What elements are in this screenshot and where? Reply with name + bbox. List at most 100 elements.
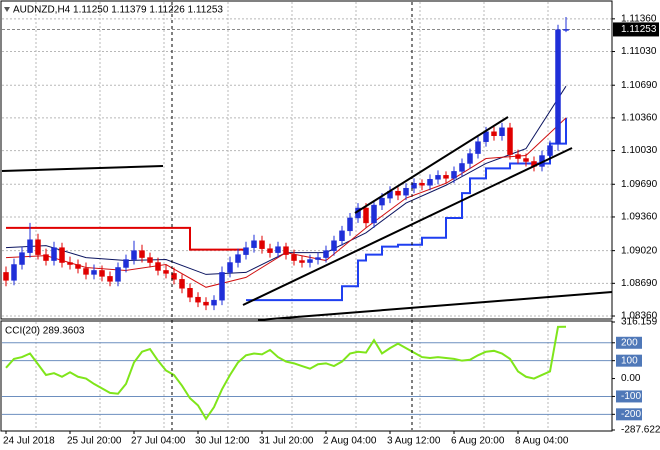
symbol-icon — [4, 7, 10, 12]
candle-body — [307, 259, 313, 263]
cci-line — [5, 325, 567, 421]
y-tick-label: -100 — [621, 391, 641, 402]
candle-body — [507, 127, 513, 155]
y-tick-label: 100 — [621, 355, 638, 366]
candle-body — [139, 250, 145, 258]
x-tick-label: 25 Jul 20:00 — [67, 436, 122, 447]
y-tick-label: 1.08690 — [621, 278, 658, 289]
candle-body — [315, 257, 321, 260]
candle-body — [83, 268, 89, 275]
x-tick-label: 27 Jul 04:00 — [131, 436, 186, 447]
trend-line — [257, 291, 613, 321]
candle-body — [27, 239, 33, 253]
y-tick-label: 1.10360 — [621, 113, 658, 124]
candle-body — [283, 246, 289, 255]
candle-body — [475, 141, 481, 154]
candle-body — [203, 301, 209, 306]
candle-body — [331, 240, 337, 251]
channel-line — [6, 226, 246, 251]
candle-body — [491, 131, 497, 136]
candle-body — [163, 270, 169, 274]
y-tick-label: 200 — [621, 337, 638, 348]
candle-body — [403, 187, 409, 196]
candle-body — [411, 183, 417, 189]
cci-title: CCI(20) 289.3603 — [5, 326, 85, 337]
candle-body — [219, 272, 225, 301]
x-tick-label: 31 Jul 20:00 — [259, 436, 314, 447]
candle-body — [379, 197, 385, 206]
candle-body — [187, 288, 193, 298]
candle-body — [3, 272, 9, 281]
candle-body — [291, 254, 297, 261]
x-tick-label: 30 Jul 12:00 — [195, 436, 250, 447]
candle-body — [123, 259, 129, 268]
candle-body — [131, 250, 137, 260]
candle-body — [363, 207, 369, 224]
candle-body — [155, 262, 161, 271]
x-tick-label: 2 Aug 04:00 — [323, 436, 377, 447]
y-tick-label: 1.09690 — [621, 179, 658, 190]
candle-body — [195, 296, 201, 303]
candle-body — [59, 247, 65, 263]
last-price-label: 1.11253 — [621, 24, 657, 35]
candle-body — [323, 250, 329, 258]
x-tick-label: 3 Aug 12:00 — [387, 436, 441, 447]
y-tick-label: -287.622 — [621, 425, 660, 436]
trend-line — [1, 165, 164, 172]
y-tick-label: 1.10030 — [621, 145, 658, 156]
candle-body — [147, 257, 153, 263]
candle-body — [467, 153, 473, 164]
candle-body — [563, 29, 569, 31]
candle-body — [259, 240, 265, 249]
candle-body — [347, 217, 353, 232]
y-tick-label: 1.10690 — [621, 80, 658, 91]
candle-body — [267, 248, 273, 253]
trend-line — [354, 116, 509, 214]
candle-body — [251, 240, 257, 248]
candle-body — [67, 262, 73, 265]
candle-body — [227, 262, 233, 273]
candle-body — [515, 154, 521, 159]
candle-body — [179, 279, 185, 289]
candle-body — [419, 183, 425, 186]
candle-body — [339, 230, 345, 241]
cci-frame — [0, 320, 613, 432]
last-price-box — [613, 22, 659, 37]
y-tick-label: 1.09360 — [621, 212, 658, 223]
candle-body — [499, 127, 505, 136]
channel-line — [246, 117, 567, 302]
trend-line — [242, 147, 573, 306]
candle-body — [547, 145, 553, 156]
x-tick-label: 8 Aug 04:00 — [515, 436, 569, 447]
candle-body — [483, 131, 489, 142]
level-label-box — [616, 336, 642, 349]
candle-body — [19, 252, 25, 265]
price-frame — [0, 0, 613, 320]
candle-body — [459, 163, 465, 172]
candle-body — [11, 264, 17, 281]
y-tick-label: 316.159 — [621, 317, 658, 328]
candle-body — [107, 276, 113, 282]
candle-body — [43, 254, 49, 261]
y-tick-label: 1.09020 — [621, 245, 658, 256]
candle-body — [371, 204, 377, 224]
candle-body — [99, 270, 105, 277]
y-tick-label: 1.08360 — [621, 311, 658, 322]
candle-body — [171, 273, 177, 280]
candle-body — [235, 254, 241, 263]
candle-body — [523, 158, 529, 162]
candle-body — [427, 179, 433, 186]
y-tick-label: 1.11360 — [621, 13, 657, 24]
candle-body — [435, 175, 441, 180]
level-label-box — [616, 390, 642, 403]
candle-body — [451, 171, 457, 179]
candle-body — [299, 260, 305, 263]
candle-body — [35, 239, 41, 255]
candle-body — [211, 299, 217, 306]
level-label-box — [616, 408, 642, 421]
y-tick-label: -200 — [621, 409, 641, 420]
y-tick-label: 1.11030 — [621, 46, 657, 57]
marks — [3, 16, 569, 421]
